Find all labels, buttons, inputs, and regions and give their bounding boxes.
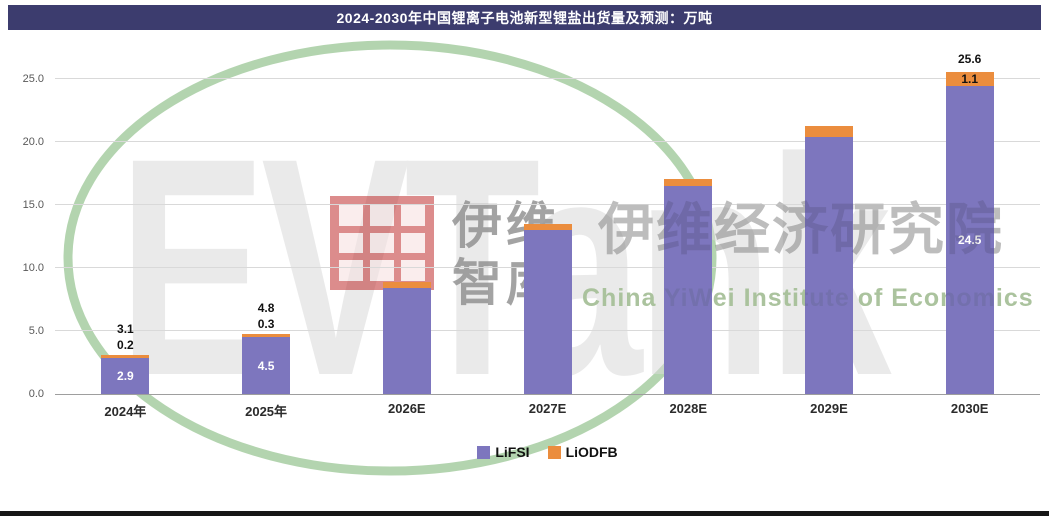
bar-segment-liodfb bbox=[945, 71, 994, 86]
legend: LiFSI LiODFB bbox=[55, 444, 1040, 460]
bar-segment-lifsi bbox=[523, 230, 572, 394]
x-axis-label: 2024年 bbox=[104, 404, 147, 419]
bar-segment-lifsi bbox=[804, 137, 853, 394]
legend-label: LiFSI bbox=[495, 444, 530, 460]
bar-value-liodfb: 1.1 bbox=[961, 71, 979, 86]
legend-item: LiODFB bbox=[547, 444, 618, 460]
bar-segment-liodfb bbox=[804, 125, 853, 138]
y-axis: 0.0 5.0 10.0 15.0 20.0 25.0 bbox=[0, 40, 50, 400]
bar-segment-liodfb bbox=[382, 281, 431, 289]
bar-column bbox=[759, 40, 900, 394]
y-tick-label: 20.0 bbox=[22, 136, 44, 149]
bar-column bbox=[618, 40, 759, 394]
x-axis-label: 2028E bbox=[669, 401, 708, 416]
stacked-bar bbox=[804, 40, 853, 394]
bar-segment-liodfb bbox=[664, 178, 713, 187]
x-axis-label: 2030E bbox=[950, 401, 989, 416]
bar-column bbox=[477, 40, 618, 394]
bar-value-liodfb: 0.2 bbox=[117, 337, 134, 352]
y-tick-label: 10.0 bbox=[22, 262, 44, 275]
bar-value-lifsi: 4.5 bbox=[257, 358, 275, 373]
bar-value-liodfb: 0.3 bbox=[257, 316, 275, 331]
bar-segment-liodfb bbox=[523, 224, 572, 231]
bar-value-total: 3.1 bbox=[117, 321, 134, 336]
y-tick-label: 25.0 bbox=[22, 73, 44, 86]
bar-segment-lifsi bbox=[664, 186, 713, 394]
bar-value-total: 4.8 bbox=[257, 300, 275, 315]
bar-value-lifsi: 2.9 bbox=[117, 368, 134, 383]
chart-title-bar: 2024-2030年中国锂离子电池新型锂盐出货量及预测：万吨 bbox=[8, 5, 1041, 30]
bar-column: 24.5 1.1 25.6 bbox=[899, 40, 1040, 394]
bar-column: 4.5 0.3 4.8 bbox=[196, 40, 337, 394]
x-axis: 2024年 2025年 2026E 2027E 2028E 2029E 2030E bbox=[55, 401, 1040, 421]
legend-label: LiODFB bbox=[565, 444, 618, 460]
bottom-strip bbox=[0, 511, 1049, 516]
y-tick-label: 5.0 bbox=[28, 325, 44, 338]
y-tick-label: 15.0 bbox=[22, 199, 44, 212]
legend-swatch bbox=[547, 445, 561, 459]
bar-segment-liodfb bbox=[101, 354, 150, 358]
stacked-bar bbox=[664, 40, 713, 394]
bar-segment-lifsi bbox=[945, 85, 994, 394]
legend-swatch bbox=[477, 445, 491, 459]
stacked-bar bbox=[382, 40, 431, 394]
x-axis-label: 2027E bbox=[528, 401, 567, 416]
bar-segment-liodfb bbox=[242, 333, 291, 338]
stacked-bar bbox=[523, 40, 572, 394]
x-axis-label: 2029E bbox=[810, 401, 848, 416]
bars-container: 2.9 0.2 3.1 4.5 0.3 4.8 24.5 1.1 25.6 bbox=[55, 40, 1040, 394]
x-axis-label: 2026E bbox=[388, 401, 426, 416]
plot-area: 2.9 0.2 3.1 4.5 0.3 4.8 24.5 1.1 25.6 bbox=[55, 40, 1040, 395]
bar-value-total: 25.6 bbox=[957, 51, 982, 66]
bar-column bbox=[336, 40, 477, 394]
bar-column: 2.9 0.2 3.1 bbox=[55, 40, 196, 394]
stacked-bar bbox=[945, 40, 994, 394]
bar-segment-lifsi bbox=[382, 288, 431, 394]
bar-value-lifsi: 24.5 bbox=[957, 232, 982, 247]
x-axis-label: 2025年 bbox=[245, 404, 288, 419]
y-tick-label: 0.0 bbox=[28, 388, 44, 400]
stacked-bar bbox=[242, 40, 291, 394]
legend-item: LiFSI bbox=[477, 444, 530, 460]
chart-title: 2024-2030年中国锂离子电池新型锂盐出货量及预测：万吨 bbox=[336, 9, 713, 26]
